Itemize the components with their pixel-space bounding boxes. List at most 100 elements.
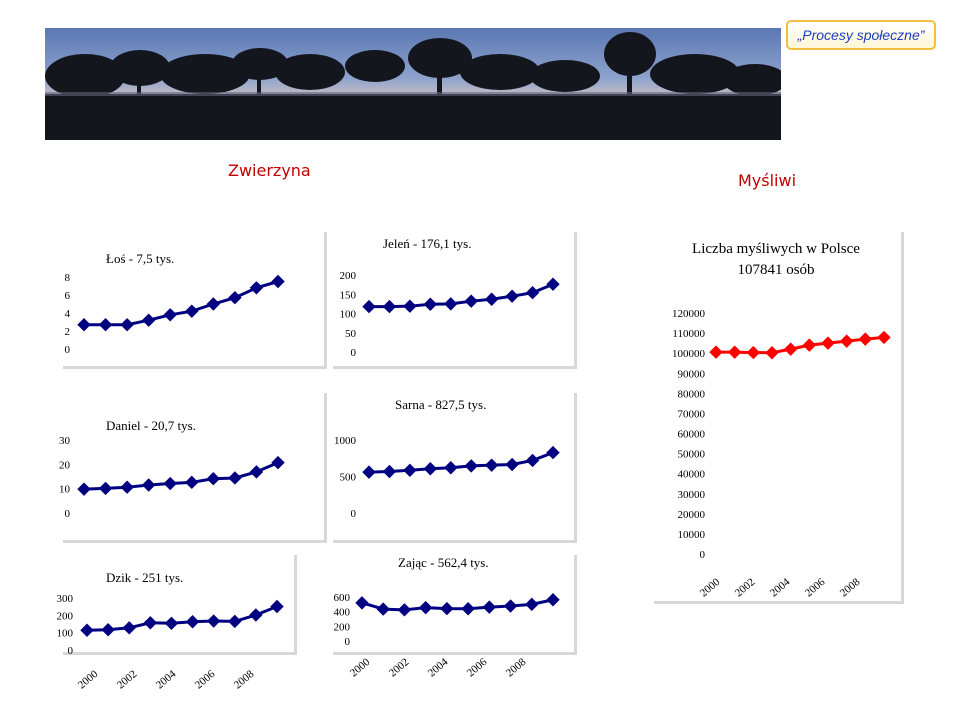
data-point	[423, 462, 438, 476]
y-tick-label: 100	[340, 309, 357, 321]
data-point	[98, 481, 113, 496]
data-point	[77, 482, 91, 496]
x-tick-label: 2008	[232, 668, 257, 692]
data-point	[403, 463, 417, 478]
y-tick-label: 30000	[678, 489, 706, 501]
y-tick-label: 500	[340, 472, 357, 484]
y-tick-label: 4	[65, 308, 71, 320]
y-tick-label: 150	[340, 289, 357, 301]
data-point	[185, 615, 200, 629]
data-point	[376, 602, 390, 616]
y-tick-label: 0	[65, 344, 71, 356]
series-line	[369, 282, 554, 309]
y-tick-label: 200	[340, 270, 357, 282]
y-tick-label: 100000	[672, 348, 706, 360]
data-point	[727, 345, 742, 359]
data-point	[185, 304, 199, 318]
data-point	[101, 623, 115, 637]
chart-panel	[60, 229, 324, 366]
data-point	[80, 623, 94, 637]
chart-daniel: Daniel - 20,7 tys. 0 10 20 30	[59, 390, 327, 543]
y-tick-label: 30	[59, 435, 71, 447]
y-tick-label: 70000	[678, 408, 706, 420]
data-point	[228, 471, 242, 485]
series-line	[84, 280, 279, 327]
data-point	[362, 299, 376, 314]
y-tick-label: 6	[65, 290, 71, 302]
data-point	[397, 603, 412, 617]
x-tick-label: 2000	[348, 656, 373, 680]
data-point	[503, 599, 518, 613]
data-point	[546, 445, 560, 460]
x-tick-label: 2008	[504, 656, 529, 680]
data-point	[464, 294, 478, 308]
y-tick-label: 40000	[678, 469, 706, 481]
y-tick-label: 0	[345, 636, 351, 648]
x-tick-label: 2002	[387, 656, 412, 679]
data-point	[444, 297, 458, 311]
data-point	[362, 465, 376, 479]
y-tick-label: 50	[345, 328, 357, 340]
data-point	[482, 600, 497, 614]
y-tick-label: 0	[351, 508, 357, 520]
y-tick-label: 80000	[678, 388, 706, 400]
data-point	[355, 596, 369, 610]
data-point	[382, 299, 397, 314]
chart-subtitle: 107841 osób	[737, 262, 814, 278]
y-tick-label: 10	[59, 484, 71, 496]
heading-mysliwi: Myśliwi	[738, 171, 797, 190]
chart-title: Jeleń - 176,1 tys.	[383, 236, 471, 251]
y-tick-label: 0	[351, 347, 357, 359]
data-point	[440, 601, 454, 616]
data-point	[163, 476, 177, 491]
data-point	[418, 600, 433, 615]
y-tick-label: 8	[65, 272, 71, 284]
data-point	[525, 597, 539, 612]
data-point	[141, 478, 156, 492]
heading-zwierzyna: Zwierzyna	[228, 161, 311, 180]
data-point	[271, 274, 285, 289]
data-point	[249, 281, 264, 295]
data-point	[525, 286, 540, 300]
chart-sarna: Sarna - 827,5 tys. 0 500 1000	[330, 390, 577, 543]
series-line	[83, 461, 279, 491]
chart-jelen: Jeleń - 176,1 tys. 0 50 100 150 200	[330, 229, 577, 369]
data-point	[271, 455, 285, 470]
data-point	[709, 345, 723, 359]
x-tick-label: 2004	[426, 656, 451, 680]
x-tick-label: 2002	[115, 668, 140, 691]
chart-dzik: Dzik - 251 tys. 0 100 200 300 2000 2002 2004 200…	[57, 552, 297, 692]
data-point	[77, 317, 91, 332]
x-tick-label: 2006	[193, 668, 218, 692]
chart-panel	[60, 390, 324, 540]
data-point	[185, 475, 199, 490]
y-tick-label: 120000	[672, 308, 706, 320]
data-point	[765, 346, 779, 360]
data-point	[783, 342, 798, 356]
data-point	[249, 608, 263, 622]
chart-title: Liczba myśliwych w Polsce	[692, 241, 860, 257]
y-tick-label: 0	[68, 645, 74, 657]
series-line	[716, 335, 885, 355]
procesy-spoleczne-badge[interactable]: „Procesy społeczne”	[786, 20, 936, 50]
badge-label: „Procesy społeczne”	[797, 27, 925, 43]
data-point	[206, 614, 221, 628]
y-tick-label: 400	[334, 607, 351, 619]
data-point	[228, 290, 242, 305]
y-tick-label: 0	[65, 508, 71, 520]
data-point	[164, 616, 179, 631]
data-point	[464, 459, 478, 473]
y-tick-label: 0	[700, 549, 706, 561]
data-point	[858, 332, 873, 346]
y-tick-label: 100	[57, 628, 74, 640]
y-tick-label: 110000	[672, 328, 705, 340]
data-point	[120, 317, 134, 332]
data-point	[525, 453, 540, 468]
y-tick-label: 20000	[678, 509, 706, 521]
data-point	[206, 297, 221, 311]
forest-sunset-photo	[45, 28, 781, 140]
chart-title: Zając - 562,4 tys.	[398, 555, 489, 570]
data-point	[821, 336, 835, 350]
y-tick-label: 20	[59, 459, 71, 471]
